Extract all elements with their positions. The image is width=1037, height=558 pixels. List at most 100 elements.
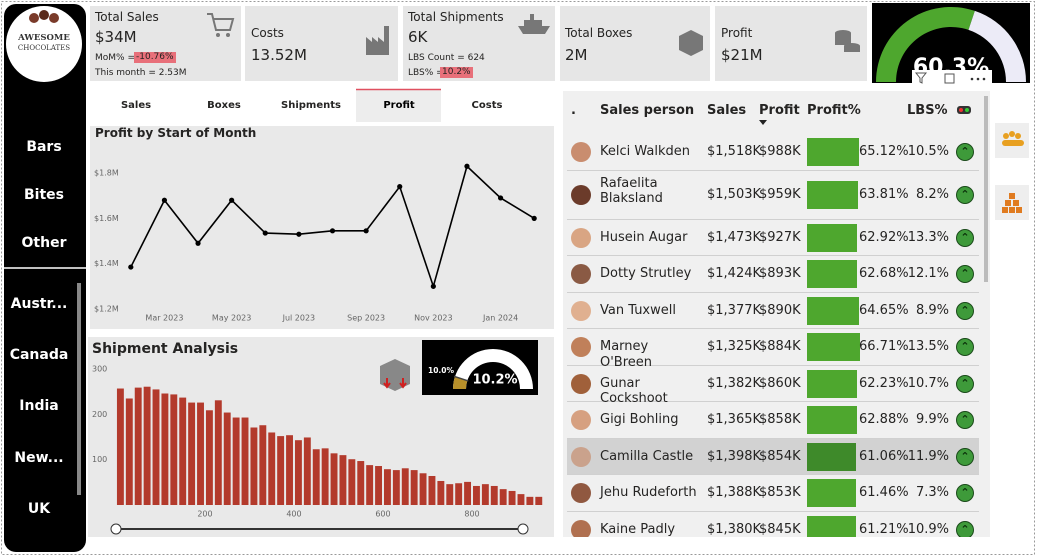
logo-icon <box>49 13 59 23</box>
bar <box>455 483 463 505</box>
sidebar-item[interactable]: Canada <box>9 347 69 363</box>
bar <box>125 398 133 505</box>
point <box>128 264 134 270</box>
side-button[interactable] <box>995 185 1029 220</box>
person-name: Husein Augar <box>600 229 688 245</box>
bar <box>232 417 240 505</box>
sidebar-item[interactable]: Austr... <box>10 296 68 312</box>
x-tick-label: 800 <box>464 510 479 519</box>
bar <box>366 465 374 505</box>
profit-pct-bar <box>807 479 857 508</box>
gauge-rest <box>968 10 1026 82</box>
tab[interactable]: Sales <box>120 100 152 111</box>
table-row[interactable]: Dotty Strutley $1,424K $893K 62.68% 12.1% ⌃ <box>567 256 979 293</box>
person-name: Marney O'Breen <box>600 339 653 370</box>
x-tick-label: 400 <box>286 510 301 519</box>
avatar <box>571 483 591 504</box>
sidebar-item[interactable]: New... <box>14 450 64 466</box>
x-tick-label: Jan 2024 <box>482 314 518 323</box>
profit-cell: $860K <box>759 375 801 391</box>
filter-icon[interactable] <box>914 72 928 84</box>
point <box>195 240 201 246</box>
bar <box>179 397 187 505</box>
sidebar-item[interactable]: UK <box>27 501 51 517</box>
coins-icon <box>835 33 851 45</box>
table-row[interactable]: Kaine Padly $1,380K $845K 61.21% 10.9% ⌃ <box>567 512 979 537</box>
table-header[interactable]: Sales person <box>600 103 695 118</box>
sidebar-item[interactable]: Bars <box>26 139 62 155</box>
sidebar-item[interactable]: Other <box>21 235 67 251</box>
table-header[interactable]: Profit <box>759 103 800 118</box>
table-header[interactable]: Sales <box>707 103 747 118</box>
slider-handle[interactable] <box>517 523 529 535</box>
bar <box>286 435 293 505</box>
bar <box>161 393 169 505</box>
bar <box>294 440 302 505</box>
more-icon[interactable] <box>982 77 986 81</box>
profit-pct-bar <box>807 296 859 325</box>
person-name: Jehu Rudeforth <box>600 485 697 501</box>
table-row[interactable]: Jehu Rudeforth $1,388K $853K 61.46% 7.3% ⌃ <box>567 475 979 512</box>
sidebar-item[interactable]: Bites <box>24 187 64 203</box>
point <box>262 230 268 236</box>
bar <box>383 469 391 505</box>
point <box>161 197 168 203</box>
bar <box>321 448 329 505</box>
people-icon <box>1003 133 1009 139</box>
bar <box>214 400 222 505</box>
y-tick-label: $1.4M <box>94 259 119 268</box>
sidebar-item[interactable]: India <box>19 398 59 414</box>
kpi-title: Total Shipments <box>408 10 504 24</box>
more-icon[interactable] <box>976 77 980 81</box>
kpi-title: Costs <box>251 26 284 40</box>
table-row[interactable]: Van Tuxwell $1,377K $890K 64.65% 8.9% ⌃ <box>567 293 979 329</box>
table-row[interactable]: Gigi Bohling $1,365K $858K 62.88% 9.9% ⌃ <box>567 402 979 439</box>
profit-pct-cell: 61.46% <box>859 485 909 501</box>
table-row[interactable]: Husein Augar $1,473K $927K 62.92% 13.3% ⌃ <box>567 220 979 256</box>
table-header[interactable]: . <box>571 103 576 118</box>
table-header[interactable]: LBS% <box>907 103 948 118</box>
table-row[interactable]: Marney O'Breen $1,325K $884K 66.71% 13.5% ⌃ <box>567 329 979 370</box>
logo-icon <box>29 13 39 23</box>
trend-icon: ⌃ <box>956 228 974 247</box>
lbs-cell: 10.9% <box>907 521 949 537</box>
avatar <box>571 185 591 205</box>
bar <box>223 412 231 505</box>
tab[interactable]: Costs <box>471 100 503 111</box>
visual-toolbar[interactable] <box>912 70 992 86</box>
avatar <box>571 410 591 431</box>
kpi-badge: -10.76% <box>134 52 176 63</box>
profit-pct-cell: 66.71% <box>859 339 909 355</box>
table-row[interactable]: Kelci Walkden $1,518K $988K 65.12% 10.5% ⌃ <box>567 134 979 171</box>
avatar <box>571 142 591 163</box>
tab[interactable]: Shipments <box>281 100 341 111</box>
boxes-icon <box>1002 193 1022 213</box>
tab[interactable]: Profit <box>383 100 415 111</box>
focus-icon[interactable] <box>944 73 955 84</box>
bar <box>464 481 472 505</box>
more-icon[interactable] <box>970 77 974 81</box>
bar <box>508 490 516 505</box>
table-row[interactable]: Rafaelita Blaksland $1,503K $959K 63.81% 8.2… <box>567 171 979 220</box>
slider-handle[interactable] <box>110 523 122 535</box>
x-tick-label: Mar 2023 <box>145 314 183 323</box>
trend-icon: ⌃ <box>956 265 974 284</box>
chart-title: Shipment Analysis <box>92 341 239 357</box>
cart-icon <box>226 33 230 37</box>
people-icon <box>1002 140 1024 146</box>
scrollbar <box>77 283 81 495</box>
table-header[interactable]: Profit% <box>807 103 861 118</box>
tab[interactable]: Boxes <box>207 100 241 111</box>
person-name: Gunar Cockshoot <box>600 375 668 407</box>
table-row[interactable]: Camilla Castle $1,398K $854K 61.06% 11.9% ⌃ <box>567 438 979 475</box>
person-name: Kaine Padly <box>600 521 676 537</box>
profit-pct-cell: 61.06% <box>859 448 909 464</box>
kpi-value: $21M <box>721 46 763 64</box>
profit-pct-bar <box>807 333 861 362</box>
profit-pct-bar <box>807 181 859 209</box>
logo-text: CHOCOLATES <box>17 44 71 52</box>
sales-cell: $1,388K <box>707 485 762 501</box>
boxes-icon <box>1013 200 1019 206</box>
profit-cell: $858K <box>759 412 801 428</box>
table-row[interactable]: Gunar Cockshoot $1,382K $860K 62.23% 10.7% ⌃ <box>567 366 979 406</box>
